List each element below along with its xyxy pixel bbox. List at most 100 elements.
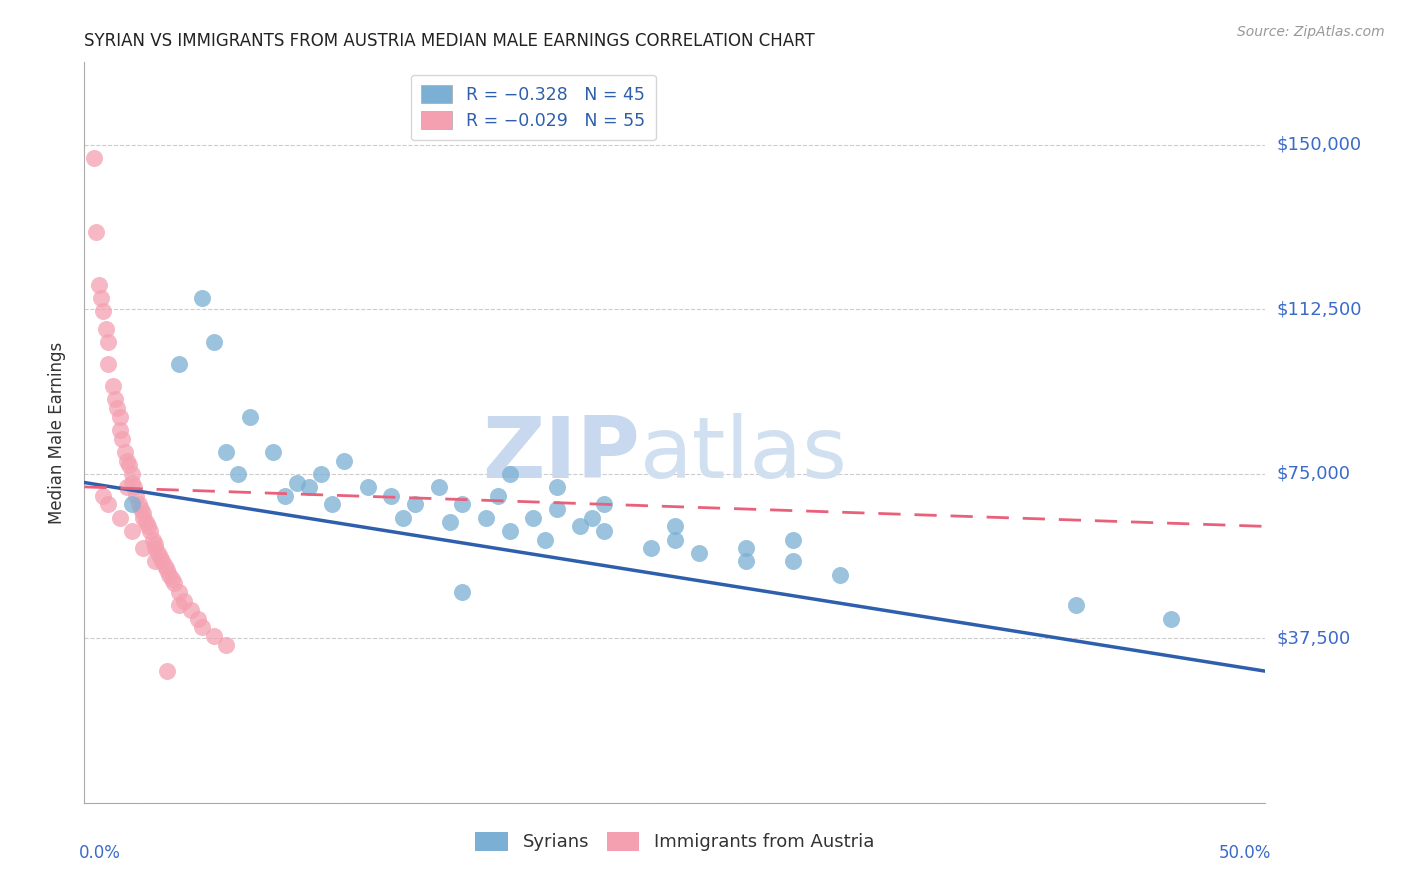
Point [498, 467, 520, 481]
Point [91, 489, 114, 503]
Point [546, 501, 568, 516]
Point [143, 554, 166, 568]
Point [160, 572, 183, 586]
Point [135, 515, 157, 529]
Point [392, 510, 415, 524]
Point [125, 489, 148, 503]
Point [404, 498, 426, 512]
Point [97, 357, 120, 371]
Point [173, 594, 195, 608]
Point [156, 664, 179, 678]
Point [101, 379, 124, 393]
Text: atlas: atlas [640, 413, 848, 496]
Point [498, 524, 520, 538]
Point [202, 335, 225, 350]
Point [121, 467, 143, 481]
Point [215, 638, 238, 652]
Point [380, 489, 402, 503]
Point [114, 445, 136, 459]
Point [239, 409, 262, 424]
Legend: Syrians, Immigrants from Austria: Syrians, Immigrants from Austria [467, 823, 883, 861]
Point [94, 322, 117, 336]
Point [115, 453, 138, 467]
Point [156, 563, 179, 577]
Point [167, 599, 190, 613]
Point [734, 541, 756, 556]
Point [153, 558, 176, 573]
Text: 0.0%: 0.0% [79, 844, 121, 862]
Point [1066, 599, 1088, 613]
Point [546, 480, 568, 494]
Point [439, 515, 461, 529]
Point [121, 498, 143, 512]
Point [298, 480, 321, 494]
Point [534, 533, 557, 547]
Point [90, 291, 112, 305]
Point [451, 585, 474, 599]
Point [569, 519, 592, 533]
Point [83, 151, 105, 165]
Point [475, 510, 498, 524]
Text: 50.0%: 50.0% [1219, 844, 1271, 862]
Y-axis label: Median Male Earnings: Median Male Earnings [48, 342, 66, 524]
Point [486, 489, 509, 503]
Point [215, 445, 238, 459]
Point [274, 489, 297, 503]
Point [121, 524, 143, 538]
Point [108, 510, 131, 524]
Text: ZIP: ZIP [482, 413, 640, 496]
Point [132, 541, 155, 556]
Point [202, 629, 225, 643]
Point [522, 510, 544, 524]
Point [782, 554, 804, 568]
Point [333, 453, 356, 467]
Text: Source: ZipAtlas.com: Source: ZipAtlas.com [1237, 25, 1385, 39]
Text: $37,500: $37,500 [1277, 629, 1351, 648]
Point [143, 537, 166, 551]
Point [1160, 611, 1182, 625]
Point [581, 510, 603, 524]
Point [427, 480, 450, 494]
Point [118, 458, 141, 472]
Point [357, 480, 380, 494]
Point [191, 291, 214, 305]
Text: $112,500: $112,500 [1277, 301, 1362, 318]
Point [782, 533, 804, 547]
Point [593, 524, 616, 538]
Text: $150,000: $150,000 [1277, 136, 1361, 153]
Point [121, 475, 143, 490]
Point [688, 546, 710, 560]
Point [191, 620, 214, 634]
Point [132, 506, 155, 520]
Point [136, 519, 159, 533]
Point [107, 401, 129, 415]
Point [122, 480, 145, 494]
Point [150, 554, 173, 568]
Point [167, 585, 190, 599]
Point [142, 533, 165, 547]
Point [664, 533, 686, 547]
Point [157, 567, 180, 582]
Point [640, 541, 662, 556]
Point [285, 475, 308, 490]
Point [163, 576, 186, 591]
Point [128, 498, 150, 512]
Point [108, 423, 131, 437]
Point [226, 467, 249, 481]
Point [149, 550, 172, 565]
Point [734, 554, 756, 568]
Point [180, 603, 202, 617]
Point [84, 226, 107, 240]
Point [309, 467, 332, 481]
Point [146, 546, 169, 560]
Point [108, 409, 131, 424]
Point [111, 432, 134, 446]
Point [87, 278, 110, 293]
Text: SYRIAN VS IMMIGRANTS FROM AUSTRIA MEDIAN MALE EARNINGS CORRELATION CHART: SYRIAN VS IMMIGRANTS FROM AUSTRIA MEDIAN… [84, 32, 815, 50]
Point [321, 498, 343, 512]
Point [187, 611, 209, 625]
Point [91, 304, 114, 318]
Point [115, 480, 138, 494]
Point [593, 498, 616, 512]
Point [143, 541, 166, 556]
